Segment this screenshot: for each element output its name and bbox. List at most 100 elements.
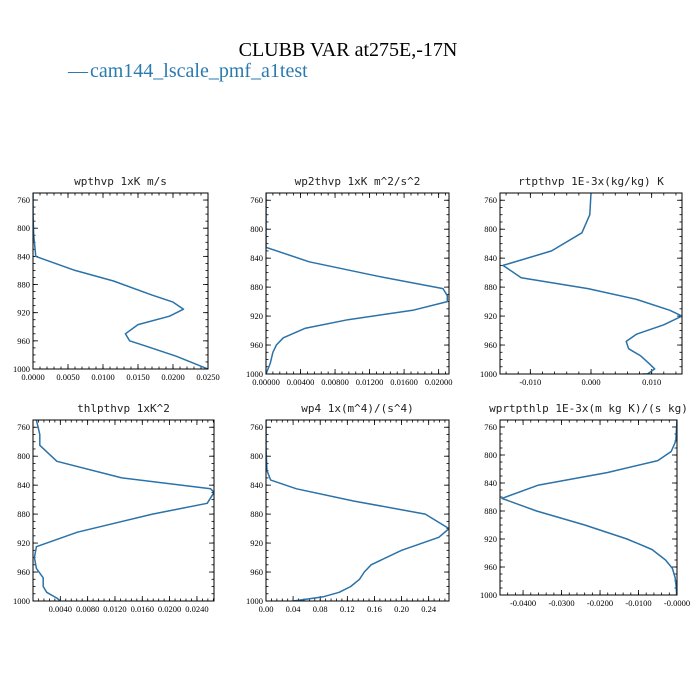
y-tick-label: 800: [250, 224, 263, 234]
panel-title: wprtpthlp 1E-3x(m kg K)/(s kg): [489, 402, 688, 415]
plot-frame: [32, 192, 209, 370]
y-tick-label: 1000: [246, 596, 263, 606]
x-tick-label: 0.00400: [287, 377, 315, 387]
x-tick-label: -0.0100: [625, 598, 651, 608]
x-tick-label: 0.0000: [21, 372, 44, 382]
y-tick-label: 960: [250, 340, 263, 350]
y-tick-label: 760: [484, 422, 497, 432]
y-tick-label: 840: [17, 251, 30, 261]
y-tick-label: 1000: [246, 369, 263, 379]
y-tick-label: 880: [250, 509, 263, 519]
x-tick-label: 0.0240: [185, 604, 208, 614]
y-tick-label: 840: [484, 253, 497, 263]
series-line: [501, 420, 677, 595]
panel-6: wprtpthlp 1E-3x(m kg K)/(s kg) 760 800 840 8…: [480, 402, 690, 608]
panel-4: thlpthvp 1xK^2 760 800 840 880 920 960 1000 0.00…: [13, 402, 215, 614]
y-tick-label: 880: [484, 506, 497, 516]
plot-frame: [265, 419, 450, 602]
panel-grid: wpthvp 1xK m/s76080084088092096010000.00…: [13, 175, 690, 614]
x-tick-label: 0.24: [421, 604, 437, 614]
series-line: [266, 193, 449, 374]
y-tick-label: 760: [250, 195, 263, 205]
x-tick-label: 0.0150: [126, 372, 149, 382]
y-tick-label: 960: [17, 567, 30, 577]
x-tick-label: 0.00: [259, 604, 274, 614]
y-tick-label: 960: [250, 567, 263, 577]
x-tick-label: 0.00800: [321, 377, 349, 387]
y-tick-label: 880: [17, 280, 30, 290]
y-tick-label: 920: [484, 311, 497, 321]
y-tick-label: 920: [17, 538, 30, 548]
x-tick-label: 0.04: [286, 604, 302, 614]
y-tick-label: 880: [484, 282, 497, 292]
y-tick-label: 1000: [480, 590, 497, 600]
y-tick-label: 840: [17, 480, 30, 490]
panel-title: wp4 1x(m^4)/(s^4): [301, 402, 414, 415]
legend-label: cam144_lscale_pmf_a1test: [90, 60, 308, 82]
series-line: [266, 420, 449, 601]
panel-title: wpthvp 1xK m/s: [74, 175, 167, 188]
x-tick-label: 0.08: [313, 604, 328, 614]
x-tick-label: 0.01200: [356, 377, 384, 387]
x-tick-label: 0.0120: [103, 604, 126, 614]
series-line: [33, 420, 214, 601]
x-tick-label: 0.0200: [161, 372, 184, 382]
x-tick-label: -0.0300: [548, 598, 574, 608]
x-tick-label: 0.0050: [56, 372, 79, 382]
panel-title: wp2thvp 1xK m^2/s^2: [295, 175, 421, 188]
y-tick-label: 840: [484, 478, 497, 488]
x-tick-label: 0.12: [340, 604, 355, 614]
y-tick-label: 840: [250, 253, 263, 263]
plot-frame: [499, 419, 678, 596]
y-tick-label: 800: [250, 451, 263, 461]
x-tick-label: 0.01600: [390, 377, 418, 387]
y-tick-label: 920: [250, 538, 263, 548]
plot-frame: [32, 419, 215, 602]
panel-1: wpthvp 1xK m/s76080084088092096010000.00…: [13, 175, 220, 382]
y-tick-label: 920: [484, 534, 497, 544]
y-tick-label: 760: [17, 195, 30, 205]
y-tick-label: 960: [484, 340, 497, 350]
x-tick-label: 0.000: [581, 377, 600, 387]
x-tick-label: -0.010: [519, 377, 541, 387]
y-tick-label: 920: [17, 308, 30, 318]
y-tick-label: 1000: [480, 369, 497, 379]
y-tick-label: 760: [250, 422, 263, 432]
y-tick-label: 1000: [13, 364, 30, 374]
panel-5: wp4 1x(m^4)/(s^4)76080084088092096010000…: [246, 402, 450, 614]
x-tick-label: -0.0200: [587, 598, 613, 608]
x-tick-label: 0.0040: [49, 604, 72, 614]
x-tick-label: -0.0000: [664, 598, 690, 608]
y-tick-label: 880: [17, 509, 30, 519]
y-tick-label: 960: [17, 336, 30, 346]
y-tick-label: 880: [250, 282, 263, 292]
x-tick-label: 0.16: [367, 604, 382, 614]
y-tick-label: 800: [484, 450, 497, 460]
x-tick-label: 0.010: [642, 377, 661, 387]
y-tick-label: 840: [250, 480, 263, 490]
panel-2: wp2thvp 1xK m^2/s^2 760 800 840 880 920 960 100…: [246, 175, 452, 387]
panel-title: rtpthvp 1E-3x(kg/kg) K: [518, 175, 664, 188]
legend: — cam144_lscale_pmf_a1test: [67, 60, 308, 82]
plot-frame: [499, 192, 683, 375]
series-line: [502, 193, 682, 374]
plot-frame: [265, 192, 450, 375]
figure-title: CLUBB VAR at275E,-17N: [239, 39, 458, 61]
x-tick-label: 0.20: [394, 604, 409, 614]
legend-line-symbol: —: [67, 60, 89, 82]
panel-title: thlpthvp 1xK^2: [77, 402, 170, 415]
series-line: [33, 193, 208, 369]
y-tick-label: 800: [484, 224, 497, 234]
x-tick-label: 0.0160: [131, 604, 154, 614]
x-tick-label: 0.0100: [91, 372, 114, 382]
y-tick-label: 760: [484, 195, 497, 205]
x-tick-label: 0.0080: [76, 604, 99, 614]
y-tick-label: 960: [484, 562, 497, 572]
y-tick-label: 1000: [13, 596, 30, 606]
panel-3: rtpthvp 1E-3x(kg/kg) K 760 800 840 880 920 960…: [480, 175, 683, 387]
y-tick-label: 760: [17, 422, 30, 432]
x-tick-label: 0.0200: [158, 604, 181, 614]
x-tick-label: 0.00000: [252, 377, 280, 387]
y-tick-label: 800: [17, 223, 30, 233]
